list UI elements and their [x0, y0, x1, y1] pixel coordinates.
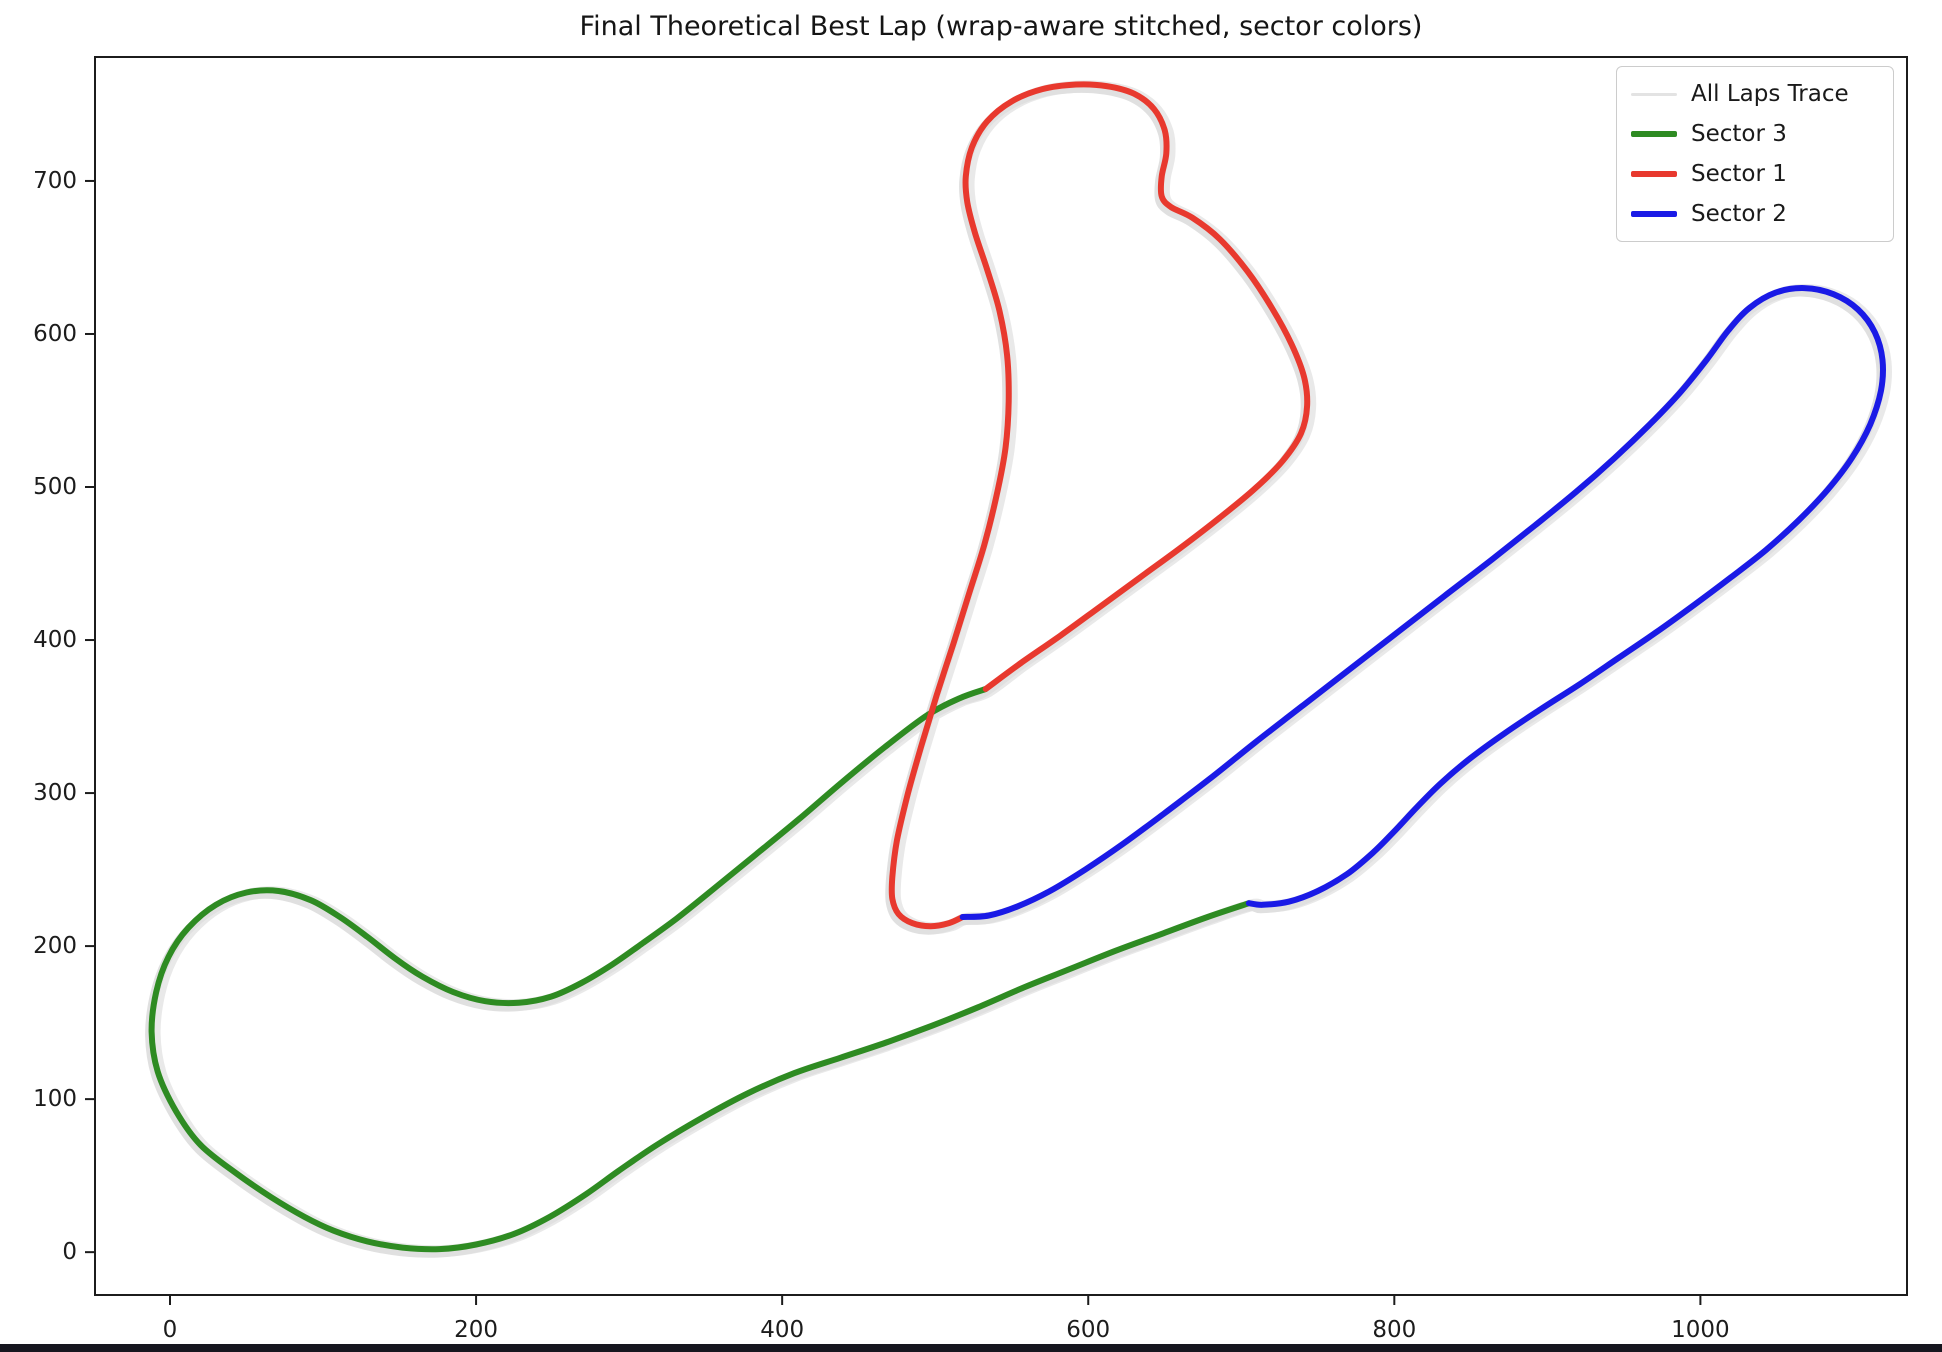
all-laps-trace-path — [145, 83, 1886, 1258]
sector-1-path — [888, 81, 1311, 930]
y-tick-label: 500 — [33, 474, 77, 500]
x-tick-label: 1000 — [1671, 1317, 1730, 1343]
legend-item-all-laps-trace: All Laps Trace — [1631, 79, 1875, 109]
legend-item-sector-1: Sector 1 — [1631, 159, 1875, 189]
x-tick-label: 400 — [760, 1317, 804, 1343]
y-tick-label: 600 — [33, 321, 77, 347]
x-tick-label: 600 — [1066, 1317, 1110, 1343]
axes-spines — [94, 56, 1908, 1296]
x-tick-label: 200 — [454, 1317, 498, 1343]
legend-item-sector-2: Sector 2 — [1631, 199, 1875, 229]
chart-title: Final Theoretical Best Lap (wrap-aware s… — [579, 11, 1423, 42]
y-tick-label: 0 — [62, 1239, 77, 1265]
legend-label: Sector 3 — [1691, 121, 1787, 147]
y-tick-label: 400 — [33, 627, 77, 653]
legend-line-swatch — [1631, 171, 1677, 177]
sector-2-path — [959, 285, 1886, 920]
y-tick-label: 100 — [33, 1086, 77, 1112]
legend-label: All Laps Trace — [1691, 81, 1849, 107]
legend-label: Sector 1 — [1691, 161, 1787, 187]
y-tick-label: 700 — [33, 168, 77, 194]
window-bottom-edge — [0, 1344, 1942, 1352]
y-tick-label: 200 — [33, 933, 77, 959]
legend-label: Sector 2 — [1691, 201, 1787, 227]
legend-line-swatch — [1631, 92, 1677, 96]
legend-line-swatch — [1631, 211, 1677, 217]
legend-item-sector-3: Sector 3 — [1631, 119, 1875, 149]
sector-3-path — [148, 686, 1252, 1253]
legend-line-swatch — [1631, 131, 1677, 137]
legend: All Laps Trace Sector 3 Sector 1 Sector 2 — [1616, 66, 1894, 242]
x-tick-label: 0 — [163, 1317, 178, 1343]
y-tick-label: 300 — [33, 780, 77, 806]
x-tick-label: 800 — [1372, 1317, 1416, 1343]
